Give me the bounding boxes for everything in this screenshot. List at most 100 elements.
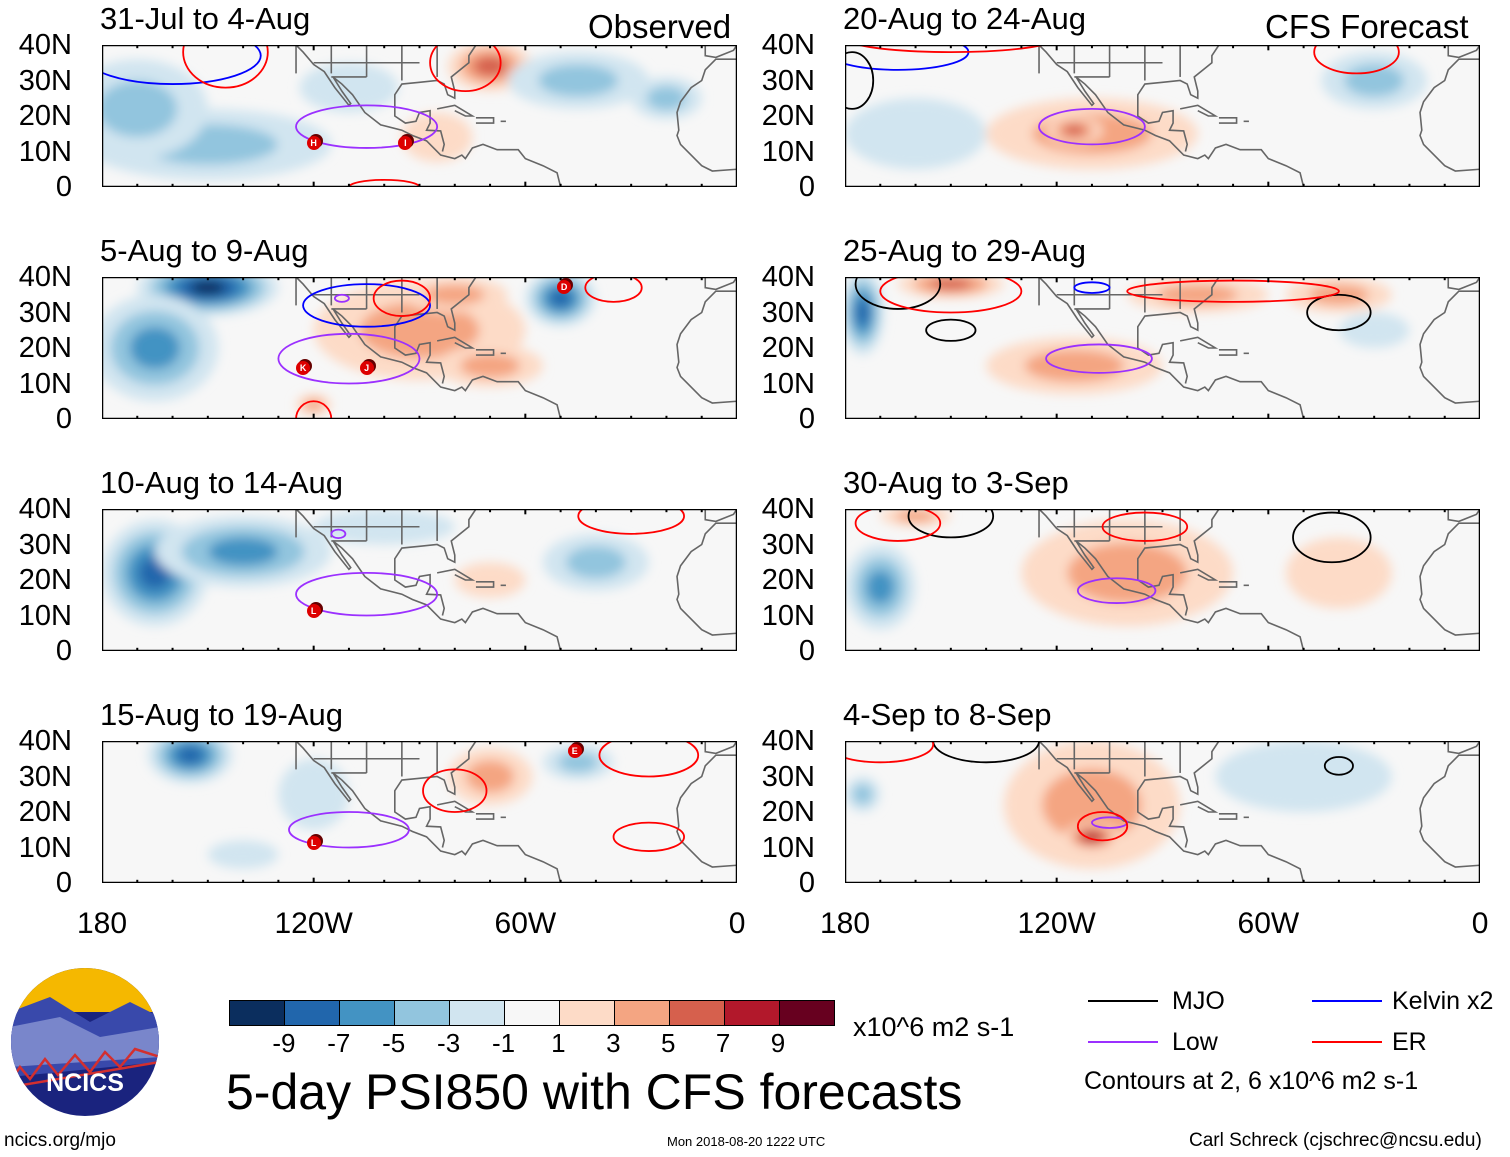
coastline (437, 801, 472, 812)
anomaly-shading (558, 752, 599, 773)
map-panel (102, 741, 737, 883)
map-panel (102, 45, 737, 187)
anomaly-shading (549, 289, 572, 307)
coastline (705, 741, 737, 753)
y-tick-label: 40N (18, 261, 72, 293)
y-tick-label: 30N (18, 296, 72, 329)
storm-letter: L (310, 605, 317, 616)
coastline (1448, 741, 1480, 753)
coastline (476, 814, 494, 819)
colorbar-swatch (724, 1001, 779, 1025)
anomaly-shading (1215, 741, 1392, 812)
anomaly-shading (852, 784, 873, 805)
footer-url[interactable]: ncics.org/mjo (4, 1130, 116, 1151)
colorbar-label: -7 (327, 1028, 351, 1058)
colorbar-units: x10^6 m2 s-1 (853, 1012, 1015, 1042)
contour-er (856, 509, 941, 541)
y-tick-label: 0 (55, 171, 72, 203)
anomaly-shading (466, 760, 514, 793)
legend-mjo-line (1088, 1000, 1158, 1002)
anomaly-shading (401, 112, 473, 163)
colorbar-label: -3 (437, 1028, 461, 1058)
contour-mjo (1293, 513, 1371, 563)
tropical-storm-marker[interactable]: L (306, 835, 321, 850)
contour-er (296, 401, 331, 419)
coastline (1039, 509, 1304, 651)
figure-title: 5-day PSI850 with CFS forecasts (226, 1064, 963, 1120)
contour-mjo (926, 320, 975, 341)
storm-letter: K (299, 363, 307, 374)
contour-low (1078, 578, 1156, 603)
colorbar-swatch (449, 1001, 504, 1025)
colorbar-swatch (669, 1001, 724, 1025)
storm-letter: L (310, 837, 317, 848)
contour-er (349, 180, 420, 187)
colorbar-swatch (504, 1001, 559, 1025)
y-tick-label: 0 (798, 403, 815, 435)
tropical-storm-marker[interactable]: H (306, 136, 321, 151)
anomaly-shading (866, 570, 895, 604)
coastline (1420, 59, 1480, 171)
anomaly-shading (646, 86, 687, 111)
contour-er (845, 741, 933, 762)
x-tick-label: 0 (1471, 907, 1489, 940)
y-tick-label: 0 (798, 171, 815, 203)
coastline (1039, 45, 1304, 187)
tropical-storm-marker[interactable]: K (296, 361, 311, 376)
anomaly-shading (1344, 64, 1405, 97)
coastline (476, 582, 494, 587)
colorbar-swatch (779, 1001, 834, 1025)
anomaly-shading (102, 80, 178, 137)
anomaly-shading (208, 537, 278, 566)
panel-title: 20-Aug to 24-Aug (843, 1, 1087, 36)
colorbar-swatch (284, 1001, 339, 1025)
y-tick-label: 40N (761, 493, 815, 525)
contour-er (430, 45, 501, 91)
contour-er (578, 509, 684, 534)
contour-er (585, 277, 641, 302)
y-tick-label: 30N (761, 528, 815, 561)
anomaly-shading (895, 510, 936, 523)
anomaly-shading (1338, 312, 1410, 348)
anomaly-shading (460, 353, 520, 378)
anomaly-shading (473, 56, 507, 77)
contour-er (1127, 281, 1339, 302)
y-tick-label: 0 (55, 635, 72, 667)
tropical-storm-marker[interactable]: J (359, 361, 374, 376)
coastline (1420, 291, 1480, 403)
x-tick-label: 0 (728, 907, 746, 940)
storm-letter: E (571, 745, 578, 756)
y-tick-label: 20N (18, 332, 72, 364)
coastline (296, 741, 561, 883)
coastline (677, 755, 737, 867)
x-tick-label: 180 (819, 907, 871, 940)
y-tick-label: 30N (18, 760, 72, 793)
contour-er (614, 823, 685, 851)
storm-letter: I (404, 138, 407, 149)
anomaly-shading (424, 284, 485, 305)
contour-kelvin (303, 284, 430, 327)
tropical-storm-marker[interactable]: D (557, 279, 572, 294)
contour-kelvin (102, 45, 261, 84)
contour-er (599, 741, 698, 777)
colorbar-label: 1 (551, 1028, 566, 1058)
legend-er-line (1312, 1041, 1382, 1043)
contour-er (845, 45, 1057, 52)
map-panel (845, 277, 1480, 419)
coastline (1219, 814, 1237, 819)
coastline (1138, 45, 1219, 152)
x-tick-label: 60W (1237, 907, 1300, 940)
y-tick-label: 20N (761, 332, 815, 364)
coastline (1420, 755, 1480, 867)
tropical-storm-marker[interactable]: E (567, 743, 582, 758)
y-tick-label: 20N (761, 564, 815, 596)
y-tick-label: 40N (18, 493, 72, 525)
coastline (705, 45, 737, 57)
map-panel (102, 509, 737, 651)
contour-kelvin (1074, 282, 1109, 293)
legend-low-line (1088, 1041, 1158, 1043)
contour-mjo (845, 52, 873, 109)
tropical-storm-marker[interactable]: L (306, 603, 321, 618)
tropical-storm-marker[interactable]: I (398, 136, 413, 151)
